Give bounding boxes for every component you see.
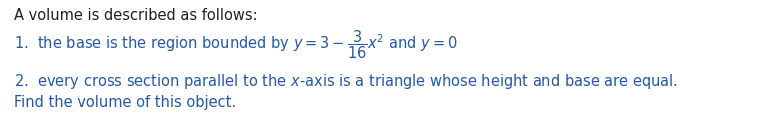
Text: A volume is described as follows:: A volume is described as follows:: [14, 8, 258, 23]
Text: Find the volume of this object.: Find the volume of this object.: [14, 95, 236, 110]
Text: 2.  every cross section parallel to the $x$-axis is a triangle whose height and : 2. every cross section parallel to the $…: [14, 72, 678, 91]
Text: 1.  the base is the region bounded by $y = 3 - \dfrac{3}{16}x^2$ and $y = 0$: 1. the base is the region bounded by $y …: [14, 28, 458, 61]
